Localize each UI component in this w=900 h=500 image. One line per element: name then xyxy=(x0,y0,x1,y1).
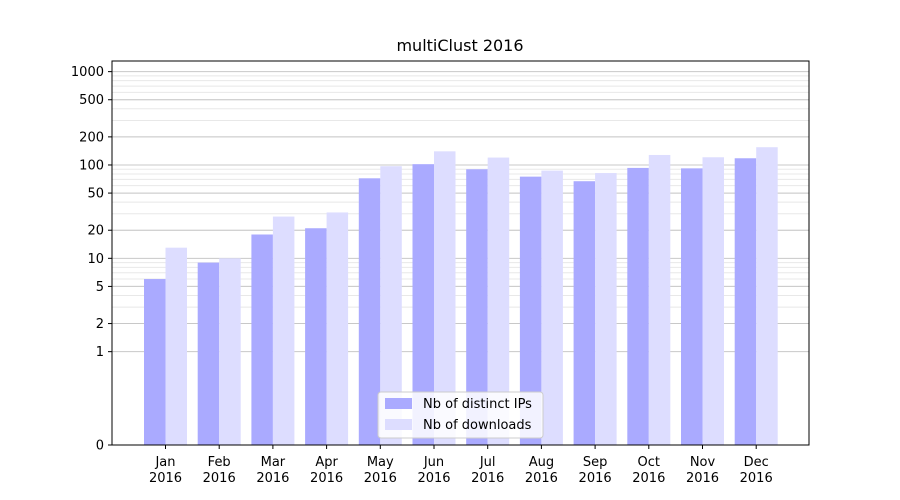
bar-ips-jan xyxy=(144,279,166,445)
x-tick-label-year: 2016 xyxy=(310,471,343,486)
y-tick-label: 200 xyxy=(79,130,104,145)
y-tick-label: 1 xyxy=(96,345,104,360)
y-axis: 0 1 2 5 10 20 50 100 200 500 1000 xyxy=(71,65,112,454)
bar-ips-may xyxy=(358,178,381,445)
bar-ips-jul xyxy=(466,169,488,446)
legend-swatch-downloads xyxy=(385,419,412,430)
y-tick-label: 1000 xyxy=(71,65,104,80)
bar-ips-sep xyxy=(573,181,596,446)
legend-swatch-ips xyxy=(385,398,412,409)
bar-downloads-apr xyxy=(326,212,349,445)
bar-downloads-feb xyxy=(219,258,241,445)
bar-downloads-mar xyxy=(272,216,295,445)
bar-downloads-jan xyxy=(165,247,187,445)
bar-ips-apr xyxy=(305,228,327,445)
bars xyxy=(144,147,778,446)
x-tick-label-month: Jun xyxy=(423,455,444,470)
y-tick-label: 5 xyxy=(96,280,104,295)
x-tick-label-year: 2016 xyxy=(417,471,450,486)
bar-downloads-dec xyxy=(756,147,778,445)
x-tick-label-year: 2016 xyxy=(149,471,182,486)
x-tick-label-year: 2016 xyxy=(740,471,773,486)
x-tick-label-month: May xyxy=(367,455,394,470)
bar-downloads-sep xyxy=(595,173,617,445)
legend-box xyxy=(377,391,544,439)
bar-downloads-jun xyxy=(434,151,456,445)
x-tick-label-year: 2016 xyxy=(471,471,504,486)
x-tick-label-year: 2016 xyxy=(579,471,612,486)
bar-ips-dec xyxy=(734,158,757,445)
x-axis: Jan2016Feb2016Mar2016Apr2016May2016Jun20… xyxy=(149,445,773,486)
chart-title: multiClust 2016 xyxy=(396,36,523,55)
bar-downloads-aug xyxy=(541,170,563,445)
y-tick-label: 10 xyxy=(87,252,104,267)
x-tick-label-year: 2016 xyxy=(686,471,719,486)
x-tick-label-year: 2016 xyxy=(203,471,236,486)
plot-frame xyxy=(111,60,810,446)
x-tick-label-month: Jul xyxy=(479,455,496,470)
bar-downloads-may xyxy=(380,166,402,446)
y-tick-label: 2 xyxy=(96,317,104,332)
bar-downloads-jul xyxy=(487,157,510,446)
x-tick-label-month: Dec xyxy=(744,455,769,470)
legend: Nb of distinct IPs Nb of downloads xyxy=(377,391,544,439)
x-tick-label-month: Jan xyxy=(154,455,175,470)
bar-ips-jun xyxy=(412,164,434,445)
x-tick-label-month: Nov xyxy=(690,455,716,470)
x-tick-label-year: 2016 xyxy=(632,471,665,486)
bar-ips-mar xyxy=(251,234,273,445)
x-tick-label-month: Feb xyxy=(208,455,231,470)
bar-ips-oct xyxy=(627,167,649,446)
bar-ips-nov xyxy=(681,168,703,445)
x-tick-label-month: Oct xyxy=(638,455,660,470)
y-tick-label: 20 xyxy=(87,224,104,239)
bar-ips-feb xyxy=(197,262,220,445)
x-tick-label-year: 2016 xyxy=(364,471,397,486)
x-tick-label-month: Aug xyxy=(529,455,554,470)
bar-downloads-oct xyxy=(648,154,671,445)
y-tick-label: 50 xyxy=(87,187,104,202)
x-tick-label-month: Mar xyxy=(261,455,286,470)
x-tick-label-year: 2016 xyxy=(256,471,289,486)
x-tick-label-year: 2016 xyxy=(525,471,558,486)
bar-downloads-nov xyxy=(702,157,724,445)
legend-label-downloads: Nb of downloads xyxy=(423,418,532,433)
y-tick-label: 500 xyxy=(79,93,104,108)
bar-ips-aug xyxy=(519,176,542,445)
y-tick-label: 100 xyxy=(79,158,104,173)
x-tick-label-month: Apr xyxy=(315,455,338,470)
y-tick-label: 0 xyxy=(96,439,104,454)
x-tick-label-month: Sep xyxy=(583,455,608,470)
legend-label-ips: Nb of distinct IPs xyxy=(423,397,532,412)
